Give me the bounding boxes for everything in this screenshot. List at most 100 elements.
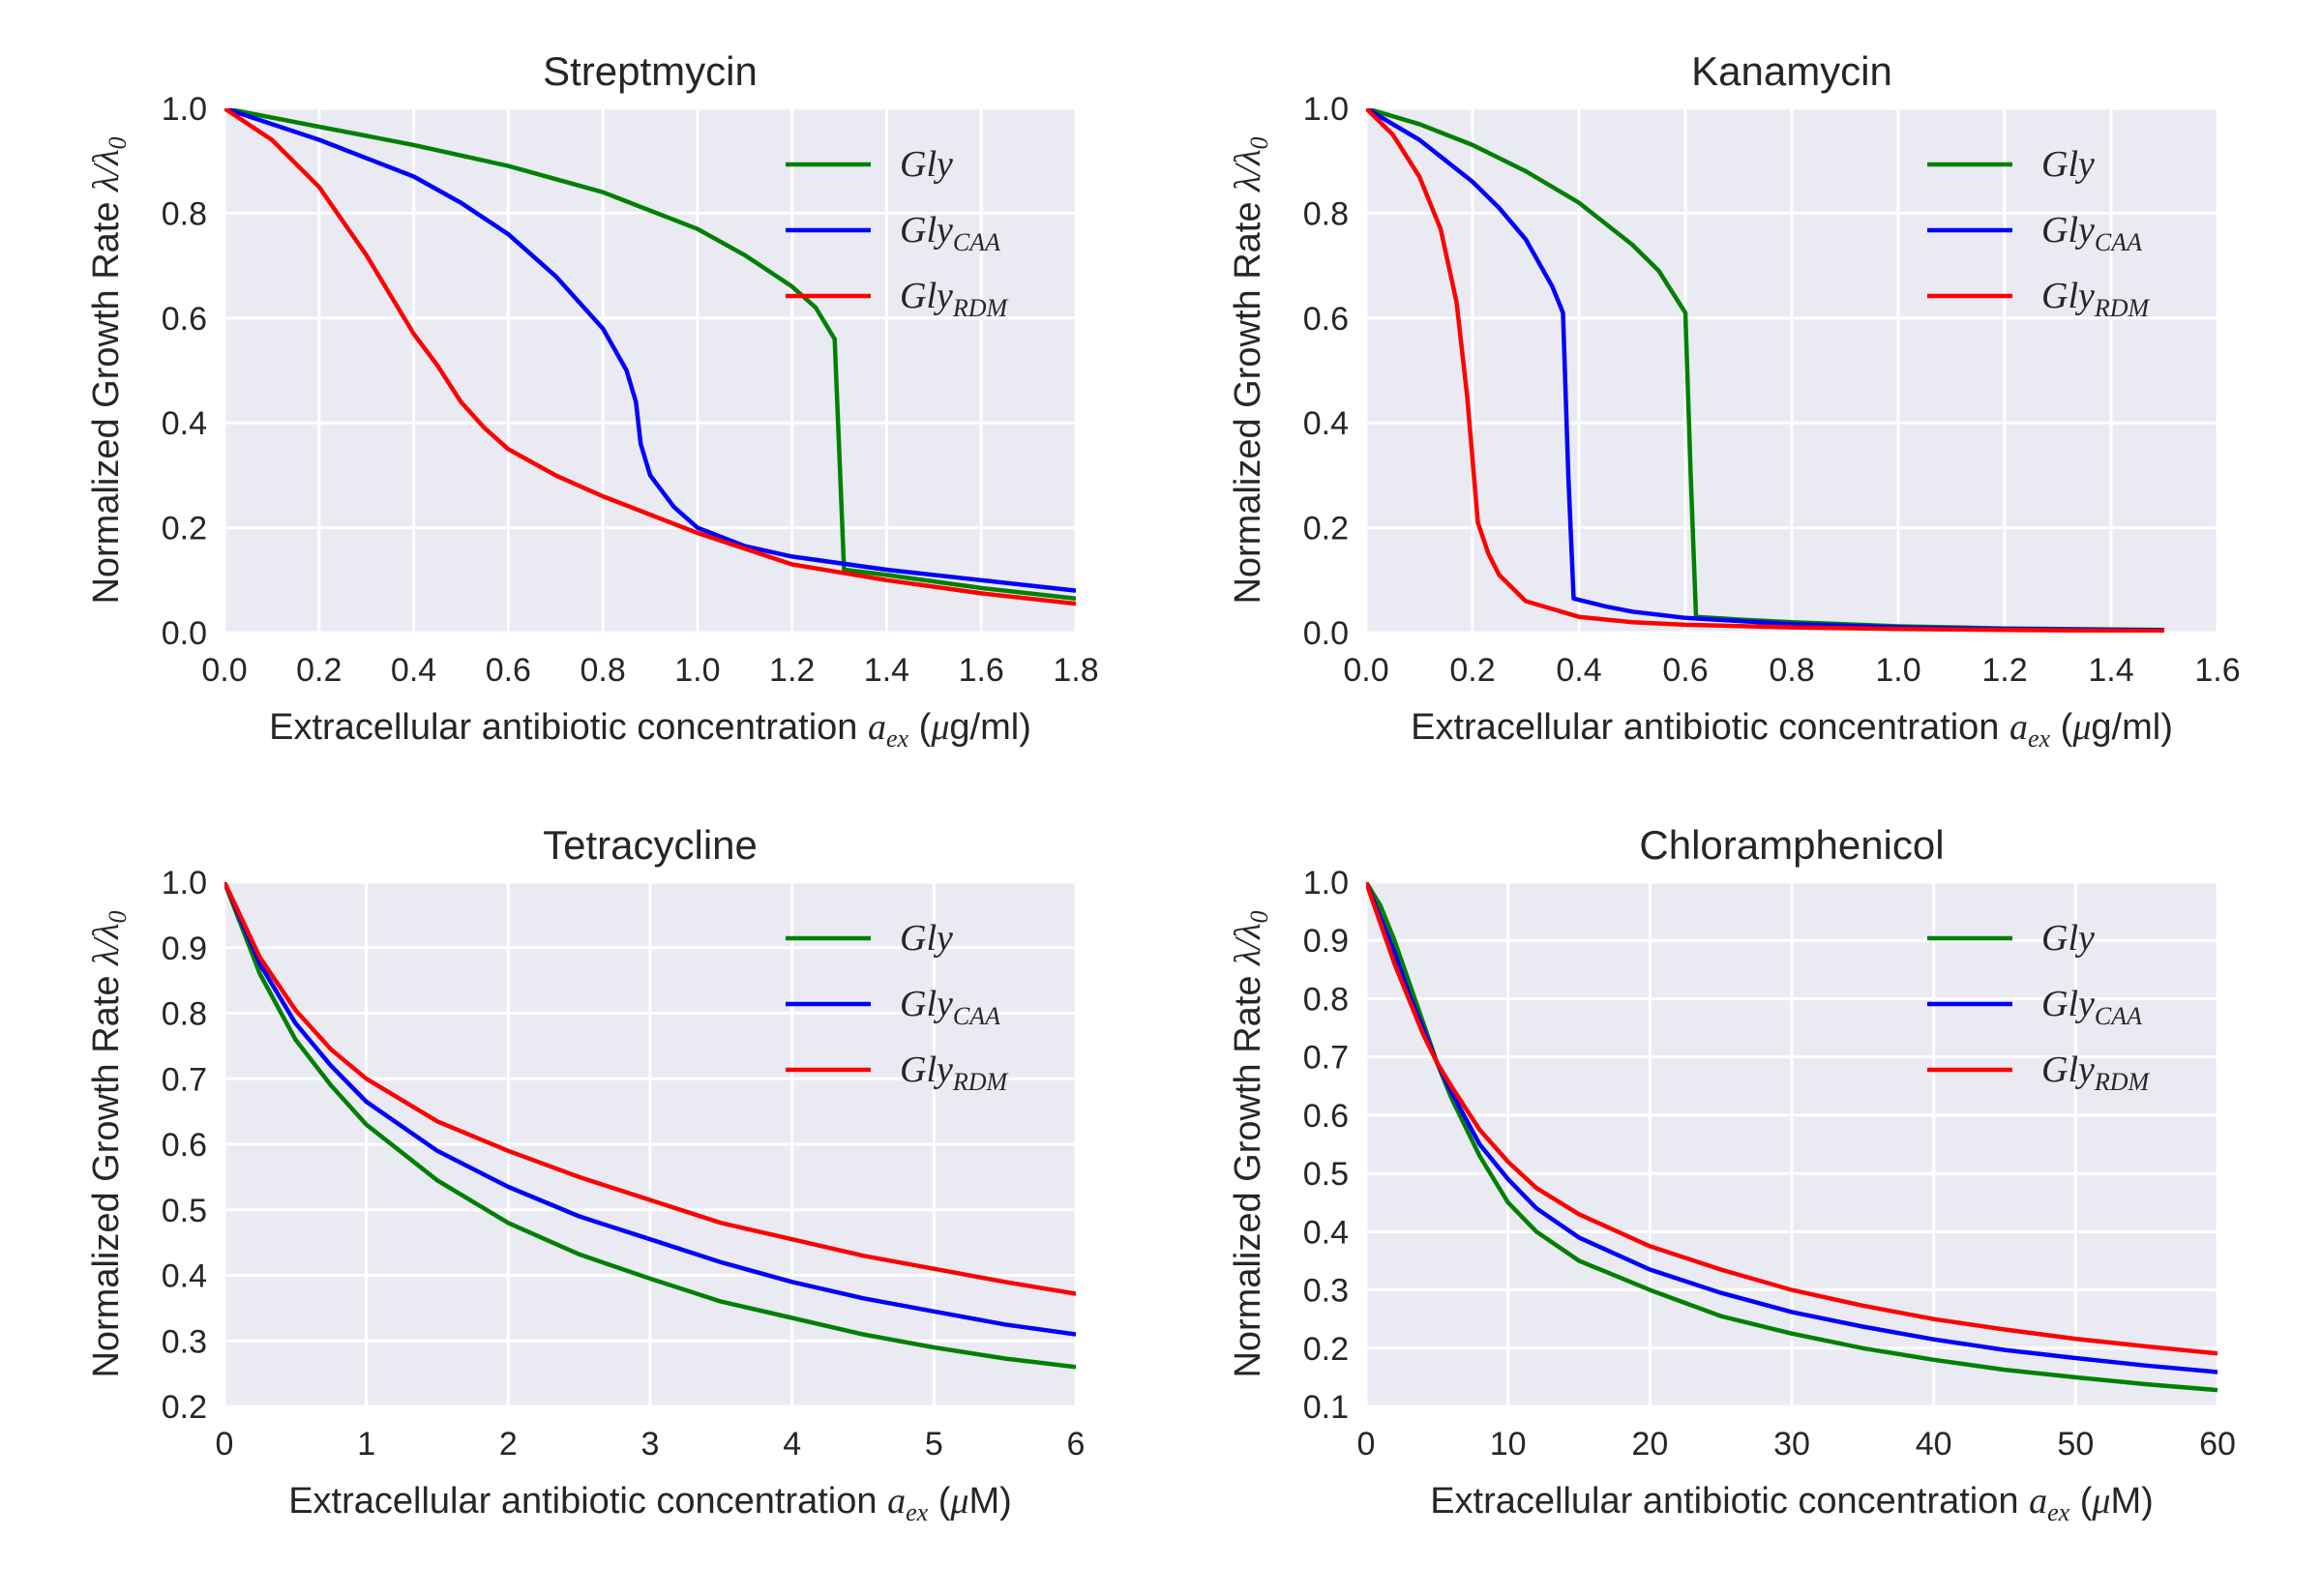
chart-title: Streptmycin [543, 48, 758, 94]
chart-title: Kanamycin [1691, 48, 1892, 94]
chart-panel-3: 0 1 2 3 4 5 6 0.2 0.3 0.4 0.5 0.6 0.7 0.8 0.9 1.0 Tetrac… [86, 822, 1085, 1526]
x-tick-label: 0.2 [1449, 652, 1495, 689]
x-tick-label: 1.4 [2088, 652, 2133, 689]
x-tick-label: 1.0 [674, 652, 720, 689]
y-tick-label: 0.4 [1303, 405, 1349, 442]
y-axis-label: Normalized Growth Rate λ/λ0 [86, 136, 132, 604]
x-tick-label: 1.6 [959, 652, 1004, 689]
y-axis-label: Normalized Growth Rate λ/λ0 [1228, 910, 1273, 1377]
x-tick-label: 0.6 [486, 652, 531, 689]
legend-label: GlyCAA [900, 210, 1000, 256]
y-tick-label: 0.2 [1303, 511, 1349, 547]
y-tick-label: 0.7 [1303, 1040, 1349, 1077]
y-tick-label: 0.6 [1303, 1098, 1349, 1135]
x-axis-label: Extracellular antibiotic concentration a… [1430, 1481, 2154, 1526]
y-tick-label: 0.8 [1303, 195, 1349, 232]
legend-label: GlyRDM [2041, 276, 2151, 322]
x-tick-label: 1.2 [769, 652, 815, 689]
y-tick-label: 1.0 [1303, 865, 1349, 901]
y-tick-label: 0.2 [1303, 1331, 1349, 1368]
x-tick-label: 60 [2199, 1426, 2236, 1463]
x-tick-label: 0.0 [1343, 652, 1388, 689]
x-tick-label: 1.0 [1875, 652, 1920, 689]
y-tick-label: 0.9 [162, 931, 207, 967]
y-tick-label: 0.6 [162, 301, 207, 338]
chart-panel-2: 0.0 0.2 0.4 0.6 0.8 1.0 1.2 1.4 1.6 0.0 0.2 0.4 0.6 0… [1228, 48, 2241, 753]
y-axis-label: Normalized Growth Rate λ/λ0 [1228, 136, 1273, 604]
x-tick-label: 1.4 [864, 652, 909, 689]
x-tick-label: 0.6 [1662, 652, 1708, 689]
series-line-glycaa [224, 882, 1076, 1337]
legend-label: GlyRDM [900, 1049, 1009, 1096]
x-tick-label: 0.0 [201, 652, 247, 689]
y-tick-label: 0.4 [1303, 1214, 1349, 1251]
legend-label: Gly [900, 918, 953, 959]
x-tick-label: 30 [1773, 1426, 1810, 1463]
y-tick-label: 1.0 [1303, 91, 1349, 128]
series-line-glycaa [1366, 108, 2165, 633]
legend: Gly GlyCAA GlyRDM [786, 918, 1009, 1096]
y-tick-label: 0.8 [1303, 981, 1349, 1018]
x-tick-label: 5 [925, 1426, 943, 1463]
chart-title: Tetracycline [543, 822, 758, 868]
y-tick-label: 0.4 [162, 405, 207, 442]
x-axis-label: Extracellular antibiotic concentration a… [269, 707, 1031, 753]
legend-label: Gly [2041, 144, 2095, 185]
y-tick-label: 0.8 [162, 996, 207, 1033]
x-tick-label: 3 [641, 1426, 660, 1463]
series-line-glycaa [224, 108, 1076, 593]
x-tick-label: 0.2 [296, 652, 342, 689]
chart-panel-1: 0.0 0.2 0.4 0.6 0.8 1.0 1.2 1.4 1.6 1.8 0.0 0.2 0.4 0… [86, 48, 1099, 753]
x-tick-label: 40 [1916, 1426, 1952, 1463]
plot-area [224, 108, 1076, 633]
series-line-gly [224, 108, 1076, 602]
y-tick-label: 0.9 [1303, 923, 1349, 960]
legend-label: GlyCAA [900, 984, 1000, 1030]
legend-label: Gly [2041, 918, 2095, 959]
x-tick-label: 6 [1067, 1426, 1086, 1463]
x-axis-label: Extracellular antibiotic concentration a… [1411, 707, 2173, 753]
legend: Gly GlyCAA GlyRDM [1927, 918, 2151, 1096]
legend: Gly GlyCAA GlyRDM [786, 144, 1009, 322]
series-line-glyrdm [1366, 108, 2165, 633]
x-tick-label: 4 [783, 1426, 801, 1463]
x-tick-label: 2 [499, 1426, 518, 1463]
x-tick-label: 20 [1631, 1426, 1668, 1463]
y-tick-label: 0.3 [1303, 1273, 1349, 1310]
x-tick-label: 10 [1490, 1426, 1527, 1463]
x-tick-label: 1.6 [2194, 652, 2240, 689]
x-tick-label: 0 [216, 1426, 234, 1463]
chart-panel-4: 0 10 20 30 40 50 60 0.1 0.2 0.3 0.4 0.5 0.6 0.7 0.8 0.9… [1228, 822, 2236, 1526]
y-tick-label: 0.1 [1303, 1389, 1349, 1426]
series-line-glycaa [1366, 882, 2218, 1374]
y-tick-label: 1.0 [162, 865, 207, 901]
y-tick-label: 0.6 [162, 1127, 207, 1164]
y-tick-label: 0.6 [1303, 301, 1349, 338]
x-axis-label: Extracellular antibiotic concentration a… [288, 1481, 1012, 1526]
legend-label: GlyRDM [2041, 1049, 2151, 1096]
x-tick-label: 50 [2057, 1426, 2094, 1463]
x-tick-label: 0.8 [580, 652, 625, 689]
series-line-glyrdm [1366, 882, 2218, 1356]
series-line-glyrdm [224, 108, 1076, 606]
legend-label: GlyRDM [900, 276, 1009, 322]
x-tick-label: 0.4 [1556, 652, 1601, 689]
x-tick-label: 1.8 [1053, 652, 1098, 689]
y-tick-label: 0.0 [1303, 615, 1349, 652]
x-tick-label: 0.8 [1769, 652, 1814, 689]
x-tick-label: 1.2 [1981, 652, 2027, 689]
y-axis-label: Normalized Growth Rate λ/λ0 [86, 910, 132, 1377]
legend-label: GlyCAA [2041, 210, 2142, 256]
x-tick-label: 1 [357, 1426, 375, 1463]
y-tick-label: 0.7 [162, 1061, 207, 1098]
x-tick-label: 0 [1357, 1426, 1376, 1463]
chart-title: Chloramphenicol [1639, 822, 1944, 868]
series-line-gly [1366, 882, 2218, 1393]
legend-label: Gly [900, 144, 953, 185]
series-line-gly [224, 882, 1076, 1370]
series-line-glyrdm [224, 882, 1076, 1296]
legend-label: GlyCAA [2041, 984, 2142, 1030]
y-tick-label: 0.2 [162, 511, 207, 547]
y-tick-label: 0.8 [162, 195, 207, 232]
